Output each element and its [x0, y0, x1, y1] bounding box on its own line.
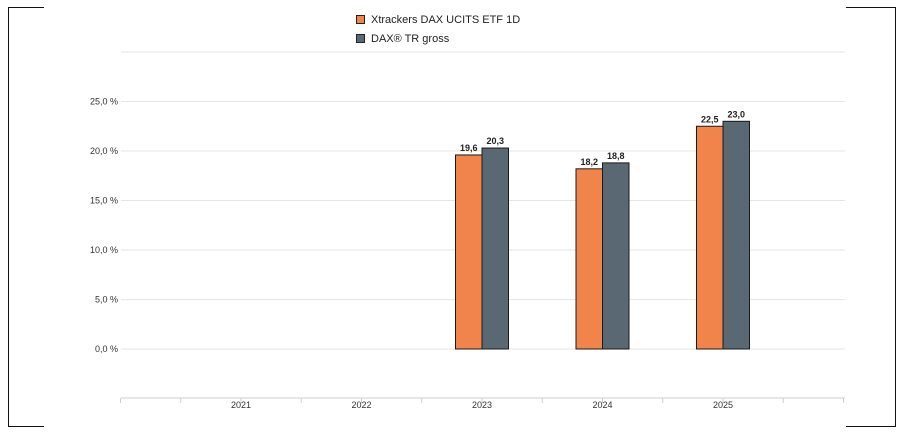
bar-index[interactable]	[481, 147, 509, 350]
y-tick-label: 5,0 %	[95, 295, 118, 305]
x-tick-label: 2021	[231, 400, 251, 410]
frame-right-border	[895, 7, 896, 427]
legend-swatch-index	[356, 34, 365, 43]
y-tick-label: 20,0 %	[90, 146, 118, 156]
y-tick-label: 25,0 %	[90, 97, 118, 107]
legend-swatch-etf	[356, 15, 365, 24]
data-label: 18,2	[580, 157, 598, 167]
legend-item-index[interactable]: DAX® TR gross	[356, 29, 520, 48]
frame-top-left-border	[8, 7, 44, 8]
data-label: 20,3	[486, 136, 504, 146]
legend-label-index: DAX® TR gross	[371, 32, 450, 45]
data-label: 18,8	[607, 151, 625, 161]
chart-legend: Xtrackers DAX UCITS ETF 1D DAX® TR gross	[356, 10, 520, 48]
y-tick-label: 10,0 %	[90, 245, 118, 255]
data-label: 22,5	[701, 114, 719, 124]
data-label: 19,6	[460, 143, 478, 153]
bar-etf[interactable]	[575, 168, 603, 350]
bar-etf[interactable]	[455, 154, 483, 350]
legend-label-etf: Xtrackers DAX UCITS ETF 1D	[371, 13, 521, 26]
bar-index[interactable]	[722, 120, 750, 350]
y-tick-label: 15,0 %	[90, 196, 118, 206]
x-tick-label: 2023	[472, 400, 492, 410]
x-tick-label: 2022	[351, 400, 371, 410]
x-tick-label: 2024	[592, 400, 612, 410]
frame-bottom-left-border	[8, 426, 44, 427]
frame-bottom-right-border	[846, 426, 896, 427]
legend-item-etf[interactable]: Xtrackers DAX UCITS ETF 1D	[356, 10, 520, 29]
bar-index[interactable]	[602, 162, 630, 350]
data-label: 23,0	[727, 109, 745, 119]
y-tick-label: 0,0 %	[95, 344, 118, 354]
frame-top-right-border	[846, 7, 896, 8]
bar-etf[interactable]	[696, 125, 724, 350]
x-tick-label: 2025	[713, 400, 733, 410]
frame-left-border	[8, 7, 9, 427]
